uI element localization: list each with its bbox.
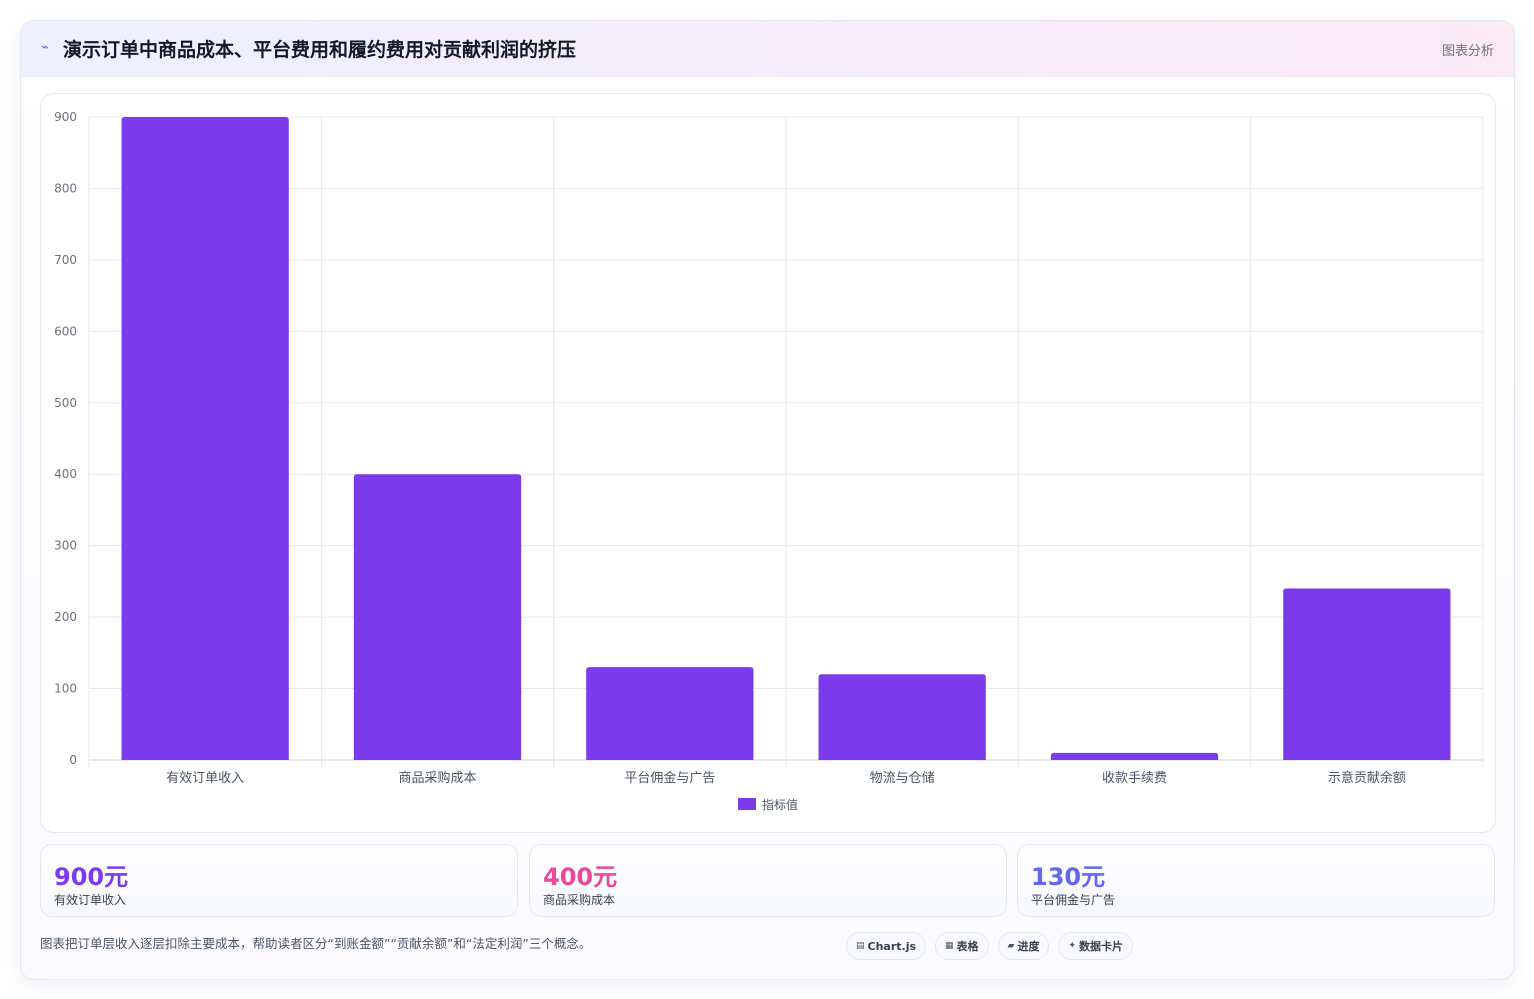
x-tick-label: 平台佣金与广告	[624, 770, 715, 786]
bar	[121, 117, 289, 760]
stat-value: 900元	[54, 863, 129, 891]
card-header: ⌁ 演示订单中商品成本、平台费用和履约费用对贡献利润的挤压 图表分析	[21, 21, 1514, 77]
pill-table[interactable]: ▦ 表格	[935, 932, 989, 960]
y-tick-label: 500	[54, 396, 77, 410]
legend-label: 指标值	[762, 797, 798, 812]
x-tick-label: 收款手续费	[1102, 771, 1167, 786]
x-tick-label: 有效订单收入	[166, 771, 244, 786]
bar	[586, 667, 754, 760]
bar	[818, 674, 986, 760]
stat-label: 商品采购成本	[543, 893, 616, 907]
bar	[1050, 752, 1219, 760]
x-tick-label: 示意贡献余额	[1328, 770, 1406, 786]
y-tick-label: 800	[54, 181, 77, 195]
stat-card-platform-fee: 130元 平台佣金与广告	[1017, 844, 1495, 917]
card-icon: ✦	[1068, 941, 1077, 951]
y-tick-label: 700	[54, 253, 77, 267]
y-tick-label: 100	[54, 682, 77, 696]
pill-data-card[interactable]: ✦ 数据卡片	[1058, 932, 1134, 960]
chart-area: 0 100 200 300 400 500 600 700 800 900 有效订单收入 商品采购成本…	[40, 93, 1496, 833]
stat-card-revenue: 900元 有效订单收入	[40, 844, 518, 917]
bar-chart: 0 100 200 300 400 500 600 700 800 900 有效订单收入 商品采购成本…	[54, 110, 1484, 812]
pill-label: 表格	[956, 940, 979, 953]
tech-tags: ▤ Chart.js ▦ 表格 ▰ 进度 ✦ 数据卡片	[846, 932, 1134, 960]
y-tick-label: 900	[54, 110, 77, 124]
progress-icon: ▰	[1007, 941, 1015, 951]
pill-progress[interactable]: ▰ 进度	[997, 932, 1050, 960]
stat-value: 400元	[543, 863, 618, 891]
chart-card: ⌁ 演示订单中商品成本、平台费用和履约费用对贡献利润的挤压 图表分析 0 100 2…	[20, 20, 1515, 980]
pill-label: 进度	[1017, 940, 1040, 953]
y-tick-label: 600	[54, 324, 77, 338]
bar	[1283, 588, 1451, 760]
pill-label: 数据卡片	[1079, 940, 1124, 953]
x-tick-label: 商品采购成本	[398, 770, 476, 786]
y-tick-label: 400	[54, 467, 77, 481]
footnote: 图表把订单层收入逐层扣除主要成本，帮助读者区分“到账金额”“贡献余额”和“法定利…	[40, 936, 592, 951]
chart-icon: ▤	[856, 941, 865, 951]
stat-card-cost: 400元 商品采购成本	[529, 844, 1007, 917]
header-tag: 图表分析	[1441, 44, 1494, 59]
stat-label: 有效订单收入	[54, 893, 127, 907]
x-tick-label: 物流与仓储	[870, 771, 935, 786]
y-tick-label: 200	[54, 610, 77, 624]
pill-label: Chart.js	[867, 939, 917, 953]
stat-label: 平台佣金与广告	[1031, 893, 1116, 907]
y-tick-label: 300	[54, 539, 77, 553]
bar	[353, 474, 522, 760]
pill-chartjs[interactable]: ▤ Chart.js	[846, 932, 927, 960]
table-icon: ▦	[945, 941, 954, 951]
y-tick-label: 0	[69, 753, 77, 767]
page-title: 演示订单中商品成本、平台费用和履约费用对贡献利润的挤压	[63, 39, 577, 61]
stat-value: 130元	[1031, 863, 1106, 891]
spark-icon: ⌁	[41, 40, 49, 55]
legend-swatch	[738, 798, 756, 810]
